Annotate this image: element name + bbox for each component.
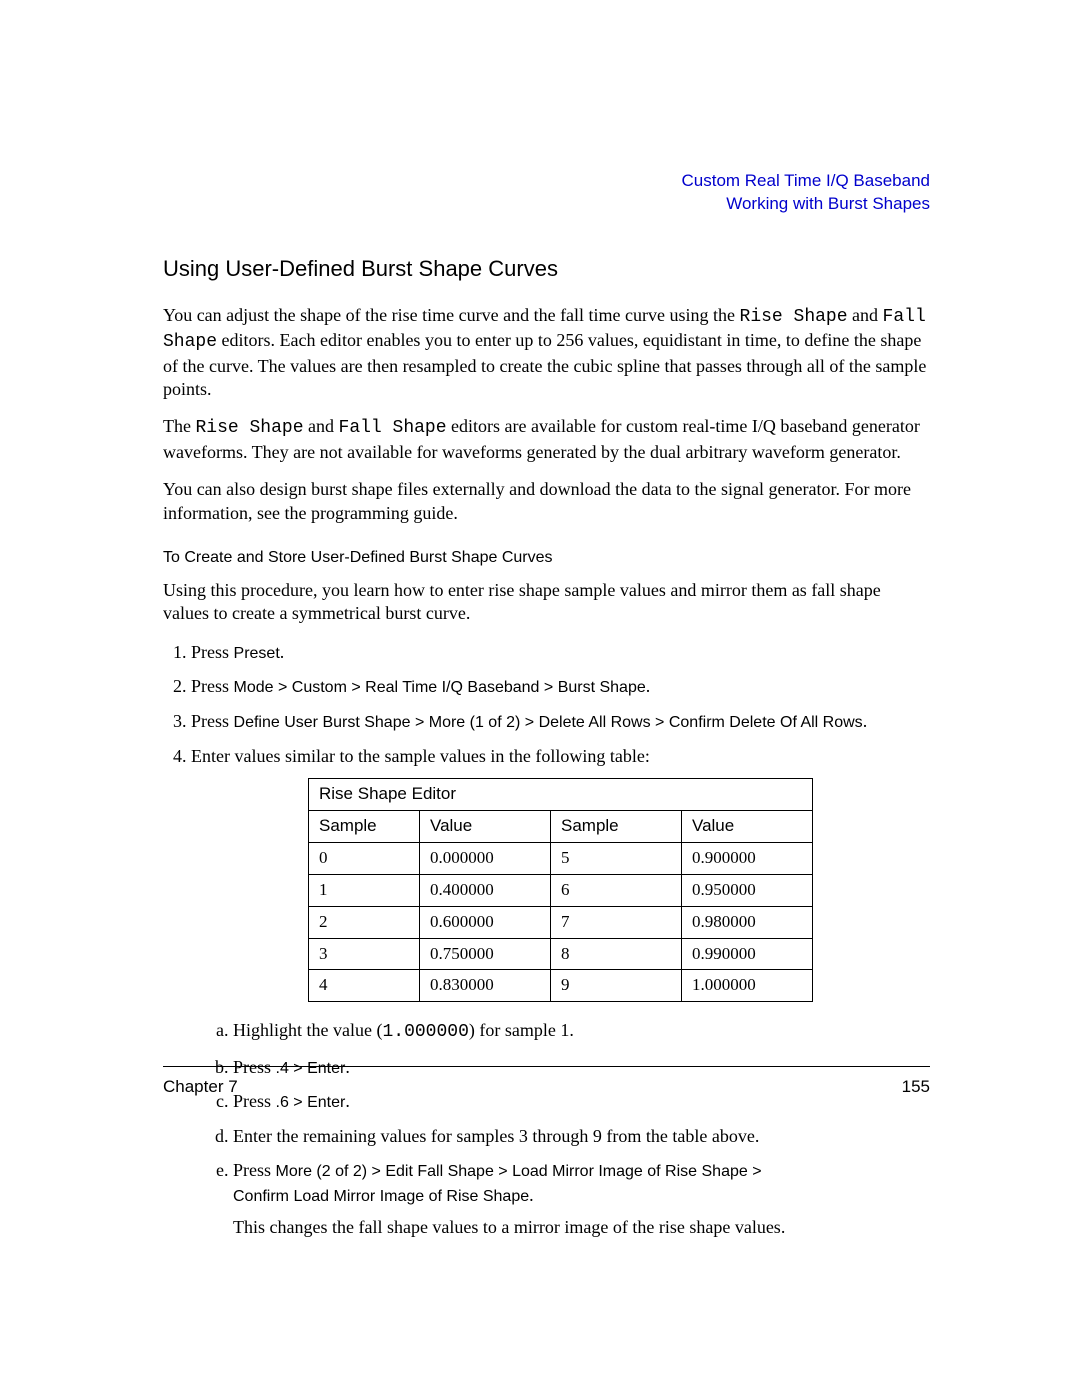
cell: 0.990000 [682, 938, 813, 970]
key-realtime: Real Time I/Q Baseband [365, 679, 539, 696]
code-rise-shape: Rise Shape [740, 307, 848, 327]
step-3: Press Define User Burst Shape > More (1 … [191, 709, 930, 734]
cell: 0 [309, 842, 420, 874]
rise-shape-table: Rise Shape Editor Sample Value Sample Va… [308, 778, 813, 1003]
cell: 1 [309, 874, 420, 906]
text: Highlight the value ( [233, 1020, 382, 1040]
key-confirm-mirror: Confirm Load Mirror Image of Rise Shape [233, 1188, 529, 1205]
sep: > [748, 1163, 762, 1180]
footer-page-number: 155 [902, 1077, 930, 1097]
substep-a: Highlight the value (1.000000) for sampl… [233, 1018, 930, 1044]
page-footer: Chapter 7 155 [163, 1066, 930, 1097]
cell: 0.400000 [420, 874, 551, 906]
section-title: Using User-Defined Burst Shape Curves [163, 256, 930, 282]
text: and [304, 416, 339, 436]
table-caption: Rise Shape Editor [309, 778, 813, 810]
text: You can adjust the shape of the rise tim… [163, 305, 740, 325]
cell: 4 [309, 970, 420, 1002]
key-load-mirror: Load Mirror Image of Rise Shape [512, 1163, 748, 1180]
cell: 7 [551, 906, 682, 938]
cell: 5 [551, 842, 682, 874]
text: . [863, 711, 868, 731]
cell: 3 [309, 938, 420, 970]
text: Press [191, 711, 234, 731]
sep: > [651, 714, 669, 731]
table-row: 1 0.400000 6 0.950000 [309, 874, 813, 906]
text: . [529, 1185, 534, 1205]
sep: > [411, 714, 429, 731]
code-rise-shape: Rise Shape [195, 418, 303, 438]
page: Custom Real Time I/Q Baseband Working wi… [0, 0, 1080, 1397]
text: The [163, 416, 195, 436]
step-1: Press Preset. [191, 640, 930, 665]
key-mode: Mode [234, 679, 274, 696]
running-header: Custom Real Time I/Q Baseband Working wi… [163, 170, 930, 216]
substep-d: Enter the remaining values for samples 3… [233, 1124, 930, 1148]
key-preset: Preset [234, 645, 280, 662]
sub-procedure-list: Highlight the value (1.000000) for sampl… [191, 1018, 930, 1239]
sep: > [347, 679, 365, 696]
key-custom: Custom [292, 679, 347, 696]
key-burst-shape: Burst Shape [558, 679, 646, 696]
footer-chapter: Chapter 7 [163, 1077, 238, 1097]
text: editors. Each editor enables you to ente… [163, 330, 926, 399]
text: Press [233, 1160, 276, 1180]
text: Press [191, 642, 234, 662]
sep: > [520, 714, 538, 731]
cell: 6 [551, 874, 682, 906]
sep: > [539, 679, 557, 696]
table-row: 4 0.830000 9 1.000000 [309, 970, 813, 1002]
cell: 2 [309, 906, 420, 938]
cell: 9 [551, 970, 682, 1002]
procedure-list: Press Preset. Press Mode > Custom > Real… [163, 640, 930, 1240]
cell: 8 [551, 938, 682, 970]
text: and [848, 305, 883, 325]
code: 1.000000 [382, 1022, 468, 1042]
text: ) for sample 1. [469, 1020, 574, 1040]
table-row: 3 0.750000 8 0.990000 [309, 938, 813, 970]
text: Enter values similar to the sample value… [191, 746, 650, 766]
text: . [280, 642, 285, 662]
substep-e: Press More (2 of 2) > Edit Fall Shape > … [233, 1158, 930, 1239]
paragraph-4: Using this procedure, you learn how to e… [163, 579, 930, 626]
sep: > [494, 1163, 512, 1180]
cell: 0.830000 [420, 970, 551, 1002]
paragraph-2: The Rise Shape and Fall Shape editors ar… [163, 415, 930, 464]
cell: 0.900000 [682, 842, 813, 874]
cell: 0.600000 [420, 906, 551, 938]
key-more-2-2: More (2 of 2) [276, 1163, 368, 1180]
paragraph-1: You can adjust the shape of the rise tim… [163, 304, 930, 402]
sep: > [367, 1163, 385, 1180]
text: . [646, 676, 651, 696]
key-confirm-delete: Confirm Delete Of All Rows [669, 714, 863, 731]
header-line-1: Custom Real Time I/Q Baseband [163, 170, 930, 193]
step-2: Press Mode > Custom > Real Time I/Q Base… [191, 674, 930, 699]
col-sample: Sample [309, 810, 420, 842]
table-row: 0 0.000000 5 0.900000 [309, 842, 813, 874]
step-4: Enter values similar to the sample value… [191, 744, 930, 1240]
table-row: 2 0.600000 7 0.980000 [309, 906, 813, 938]
code-fall-shape: Fall Shape [339, 418, 447, 438]
text: Press [191, 676, 234, 696]
cell: 0.000000 [420, 842, 551, 874]
sub-heading: To Create and Store User-Defined Burst S… [163, 549, 930, 567]
col-value: Value [682, 810, 813, 842]
cell: 0.980000 [682, 906, 813, 938]
cell: 0.750000 [420, 938, 551, 970]
key-define: Define User Burst Shape [234, 714, 411, 731]
key-delete-all: Delete All Rows [539, 714, 651, 731]
table-header-row: Sample Value Sample Value [309, 810, 813, 842]
col-sample: Sample [551, 810, 682, 842]
sep: > [274, 679, 292, 696]
cell: 0.950000 [682, 874, 813, 906]
key-more-1-2: More (1 of 2) [429, 714, 521, 731]
text: This changes the fall shape values to a … [233, 1217, 785, 1237]
header-line-2: Working with Burst Shapes [163, 193, 930, 216]
paragraph-3: You can also design burst shape files ex… [163, 478, 930, 525]
key-edit-fall: Edit Fall Shape [385, 1163, 494, 1180]
cell: 1.000000 [682, 970, 813, 1002]
col-value: Value [420, 810, 551, 842]
